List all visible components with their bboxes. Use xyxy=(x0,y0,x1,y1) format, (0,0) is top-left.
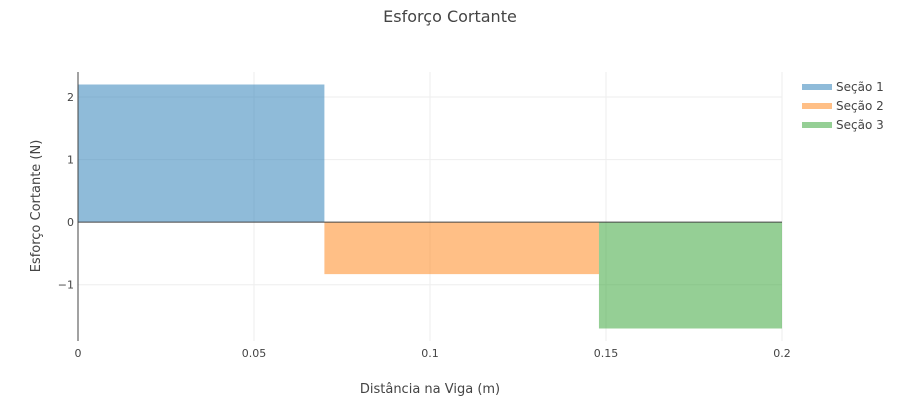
x-tick-label-2: 0.1 xyxy=(421,347,439,360)
series-area-1[interactable] xyxy=(78,84,325,223)
series-area-3[interactable] xyxy=(598,222,782,329)
legend-item-3[interactable]: Seção 3 xyxy=(802,118,884,132)
x-tick-label-3: 0.15 xyxy=(594,347,619,360)
legend-item-1[interactable]: Seção 1 xyxy=(802,80,884,94)
series-area-2[interactable] xyxy=(324,222,599,275)
plot-area xyxy=(78,84,782,329)
x-tick-label-0: 0 xyxy=(75,347,82,360)
x-tick-label-1: 0.05 xyxy=(242,347,267,360)
y-tick-label-3: 2 xyxy=(67,91,74,104)
chart-title: Esforço Cortante xyxy=(383,7,517,26)
legend-label-2: Seção 2 xyxy=(836,99,884,113)
legend-label-3: Seção 3 xyxy=(836,118,884,132)
y-tick-label-2: 1 xyxy=(67,154,74,167)
x-axis-title: Distância na Viga (m) xyxy=(360,382,500,397)
legend-item-2[interactable]: Seção 2 xyxy=(802,99,884,113)
y-axis-title: Esforço Cortante (N) xyxy=(29,140,44,273)
y-tick-label-0: −1 xyxy=(58,279,74,292)
x-tick-label-4: 0.2 xyxy=(773,347,791,360)
legend[interactable]: Seção 1 Seção 2 Seção 3 xyxy=(802,80,884,132)
legend-label-1: Seção 1 xyxy=(836,80,884,94)
axes xyxy=(77,72,782,341)
y-tick-label-1: 0 xyxy=(67,216,74,229)
y-axis-ticks: −1 0 1 2 xyxy=(58,91,74,292)
x-axis-ticks: 0 0.05 0.1 0.15 0.2 xyxy=(75,347,791,360)
